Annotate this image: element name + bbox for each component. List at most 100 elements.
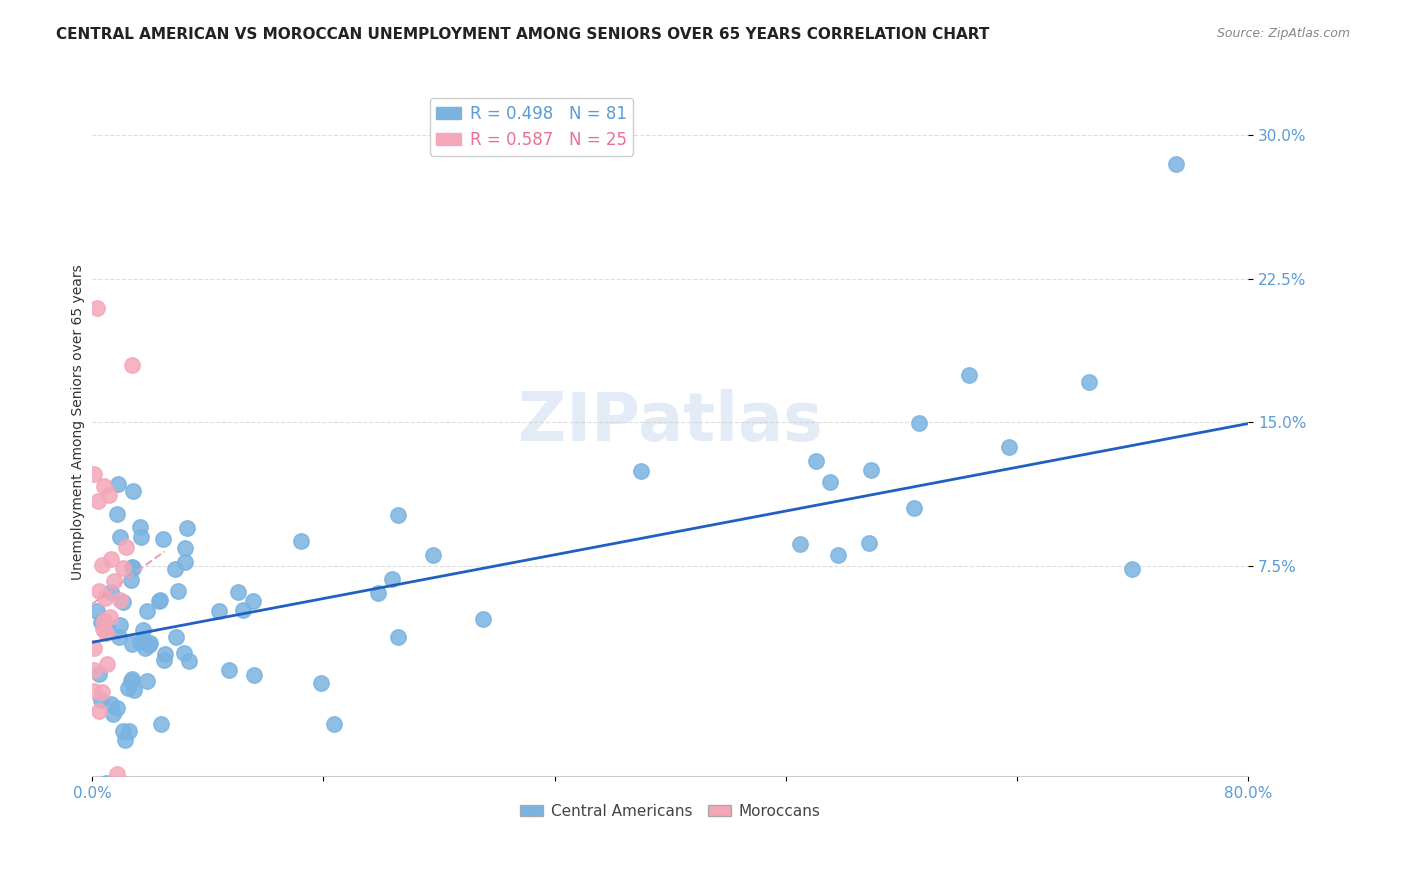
Central Americans [121, 637, 143, 651]
Central Americans [322, 717, 344, 731]
Moroccans [100, 552, 122, 566]
Moroccans [83, 663, 105, 677]
Central Americans [136, 604, 159, 618]
Central Americans [89, 666, 111, 681]
Moroccans [83, 467, 105, 482]
Central Americans [243, 667, 266, 681]
Central Americans [998, 440, 1021, 454]
Central Americans [114, 732, 136, 747]
Central Americans [860, 463, 883, 477]
Central Americans [173, 646, 195, 660]
Central Americans [176, 521, 198, 535]
Central Americans [100, 697, 122, 711]
Central Americans [153, 653, 176, 667]
Moroccans [105, 767, 128, 781]
Central Americans [630, 464, 652, 478]
Central Americans [218, 663, 240, 677]
Central Americans [122, 683, 145, 698]
Moroccans [87, 494, 110, 508]
Central Americans [105, 700, 128, 714]
Central Americans [121, 673, 143, 687]
Central Americans [152, 533, 174, 547]
Moroccans [83, 640, 105, 655]
Central Americans [309, 675, 332, 690]
Moroccans [91, 558, 114, 572]
Central Americans [381, 572, 404, 586]
Moroccans [121, 358, 143, 372]
Central Americans [86, 604, 108, 618]
Central Americans [1166, 157, 1188, 171]
Central Americans [90, 693, 112, 707]
Central Americans [118, 723, 141, 738]
Moroccans [97, 488, 120, 502]
Central Americans [105, 507, 128, 521]
Central Americans [136, 673, 159, 688]
Central Americans [472, 612, 495, 626]
Central Americans [108, 630, 131, 644]
Moroccans [91, 622, 114, 636]
Central Americans [122, 483, 145, 498]
Central Americans [957, 368, 980, 383]
Central Americans [111, 595, 134, 609]
Central Americans [138, 638, 160, 652]
Central Americans [422, 548, 444, 562]
Central Americans [804, 453, 827, 467]
Central Americans [789, 537, 811, 551]
Central Americans [131, 623, 153, 637]
Central Americans [232, 603, 254, 617]
Moroccans [93, 479, 115, 493]
Central Americans [149, 716, 172, 731]
Moroccans [83, 684, 105, 698]
Central Americans [128, 635, 150, 649]
Moroccans [98, 610, 121, 624]
Central Americans [908, 416, 931, 430]
Central Americans [387, 630, 409, 644]
Central Americans [242, 594, 264, 608]
Moroccans [86, 301, 108, 315]
Central Americans [290, 533, 312, 548]
Moroccans [89, 583, 111, 598]
Moroccans [93, 615, 115, 629]
Central Americans [134, 641, 156, 656]
Legend: Central Americans, Moroccans: Central Americans, Moroccans [515, 798, 827, 825]
Moroccans [103, 574, 125, 588]
Central Americans [208, 604, 231, 618]
Central Americans [163, 562, 186, 576]
Central Americans [110, 618, 132, 632]
Central Americans [903, 500, 925, 515]
Central Americans [818, 475, 841, 489]
Text: CENTRAL AMERICAN VS MOROCCAN UNEMPLOYMENT AMONG SENIORS OVER 65 YEARS CORRELATIO: CENTRAL AMERICAN VS MOROCCAN UNEMPLOYMEN… [56, 27, 990, 42]
Moroccans [94, 626, 117, 640]
Central Americans [128, 520, 150, 534]
Central Americans [174, 555, 197, 569]
Central Americans [108, 530, 131, 544]
Central Americans [120, 573, 142, 587]
Central Americans [149, 593, 172, 607]
Central Americans [827, 548, 849, 562]
Central Americans [1077, 376, 1099, 390]
Central Americans [96, 620, 118, 634]
Central Americans [100, 585, 122, 599]
Central Americans [153, 648, 176, 662]
Moroccans [91, 685, 114, 699]
Central Americans [131, 530, 153, 544]
Central Americans [139, 636, 162, 650]
Central Americans [177, 654, 200, 668]
Central Americans [101, 706, 124, 721]
Central Americans [165, 630, 187, 644]
Central Americans [173, 541, 195, 556]
Central Americans [90, 615, 112, 629]
Central Americans [122, 560, 145, 574]
Text: Source: ZipAtlas.com: Source: ZipAtlas.com [1216, 27, 1350, 40]
Central Americans [117, 681, 139, 695]
Moroccans [94, 591, 117, 605]
Central Americans [132, 634, 155, 648]
Moroccans [96, 657, 118, 671]
Text: ZIPatlas: ZIPatlas [517, 389, 823, 455]
Moroccans [111, 560, 134, 574]
Central Americans [121, 560, 143, 574]
Central Americans [226, 585, 249, 599]
Central Americans [120, 673, 142, 688]
Central Americans [367, 585, 389, 599]
Central Americans [111, 724, 134, 739]
